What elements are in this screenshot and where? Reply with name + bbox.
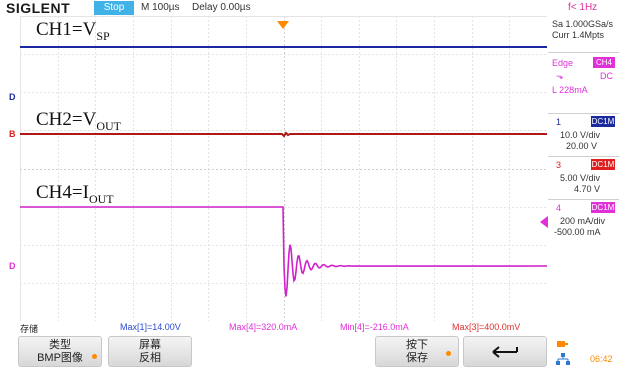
ch3-coupling-badge: DC1M	[591, 159, 615, 170]
network-status-icon	[556, 353, 570, 365]
ch3-info-box[interactable]: 3 DC1M 5.00 V/div 4.70 V	[548, 156, 619, 197]
sample-rate: Sa 1.000GSa/s	[552, 19, 614, 29]
trigger-position-icon[interactable]	[277, 21, 289, 29]
press-save-softkey[interactable]: 按下 保存	[375, 336, 459, 367]
ch4-coupling-badge: DC1M	[591, 202, 615, 213]
option-indicator-icon	[92, 354, 97, 359]
ch1-offset: 20.00 V	[566, 141, 598, 151]
ch3-scale: 5.00 V/div	[560, 173, 601, 183]
ch1-info-box[interactable]: 1 DC1M 10.0 V/div 20.00 V	[548, 113, 619, 154]
ch4-offset: -500.00 mA	[554, 227, 601, 237]
screen-invert-label: 屏幕	[139, 339, 161, 351]
ch2-label: CH2=VOUT	[36, 109, 122, 133]
measurement-ch1-max: Max[1]=14.00V	[120, 322, 181, 332]
ch1-ground-marker[interactable]: D	[9, 92, 16, 102]
option-indicator-icon	[446, 351, 451, 356]
trigger-coupling: DC	[600, 71, 613, 81]
ch4-number: 4	[556, 203, 562, 213]
delay-readout[interactable]: Delay 0.00µs	[192, 2, 251, 13]
usb-status-icon	[557, 341, 568, 347]
press-save-label: 按下	[406, 339, 428, 351]
measurement-bar: 存储 Max[1]=14.00V Max[4]=320.0mA Min[4]=-…	[0, 321, 619, 334]
ch4-label: CH4=IOUT	[36, 182, 114, 206]
top-status-bar: SIGLENT Stop M 100µs Delay 0.00µs f< 1Hz	[0, 0, 619, 16]
return-softkey[interactable]	[463, 336, 547, 367]
menu-title: 存储	[20, 324, 39, 334]
return-arrow-icon	[492, 346, 518, 358]
ch1-label: CH1=VSP	[36, 19, 110, 43]
softkey-bar: 类型 BMP图像 屏幕 反相 按下 保存 0	[0, 334, 619, 369]
ch3-number: 3	[556, 160, 562, 170]
image-type-softkey[interactable]: 类型 BMP图像	[18, 336, 102, 367]
image-type-label: 类型	[49, 339, 71, 351]
trigger-level: L 228mA	[552, 85, 588, 95]
screen-invert-value: 反相	[139, 352, 161, 364]
ch4-scale: 200 mA/div	[560, 216, 606, 226]
waveform-grid-svg	[20, 16, 547, 321]
trigger-type: Edge	[552, 58, 574, 68]
screen-invert-softkey[interactable]: 屏幕 反相	[108, 336, 192, 367]
brand-logo: SIGLENT	[6, 0, 71, 16]
ch3-offset: 4.70 V	[574, 184, 601, 194]
measurement-ch4-max: Max[4]=320.0mA	[229, 322, 298, 332]
clock: 06:42	[590, 354, 613, 364]
trigger-frequency-readout: f< 1Hz	[568, 2, 598, 13]
ch2-trace	[20, 131, 547, 138]
measurement-ch3-max: Max[3]=400.0mV	[452, 322, 521, 332]
right-info-panel: Sa 1.000GSa/s Curr 1.4Mpts Edge CH4 ⬎ DC…	[548, 16, 619, 321]
trigger-level-icon[interactable]	[540, 216, 548, 228]
trigger-slope-icon: ⬎	[556, 71, 564, 81]
ch4-ground-marker[interactable]: D	[9, 261, 16, 271]
measurement-ch4-min: Min[4]=-216.0mA	[340, 322, 409, 332]
image-type-value: BMP图像	[37, 352, 83, 364]
ch1-scale: 10.0 V/div	[560, 130, 601, 140]
ch1-number: 1	[556, 117, 562, 127]
ch1-coupling-badge: DC1M	[591, 116, 615, 127]
ch4-info-box[interactable]: 4 DC1M 200 mA/div -500.00 mA	[548, 199, 619, 242]
trigger-source-badge: CH4	[593, 57, 615, 68]
run-stop-status[interactable]: Stop	[94, 1, 134, 15]
graticule	[20, 16, 547, 321]
trigger-info-box[interactable]: Edge CH4 ⬎ DC L 228mA	[548, 52, 619, 111]
ch2-ground-marker[interactable]: B	[9, 129, 16, 139]
press-save-value: 保存	[406, 352, 428, 364]
memory-depth: Curr 1.4Mpts	[552, 30, 605, 40]
waveform-display: CH1=VSP CH2=VOUT CH4=IOUT	[20, 16, 547, 321]
ch4-trace	[20, 206, 547, 297]
timebase-readout[interactable]: M 100µs	[141, 2, 180, 13]
